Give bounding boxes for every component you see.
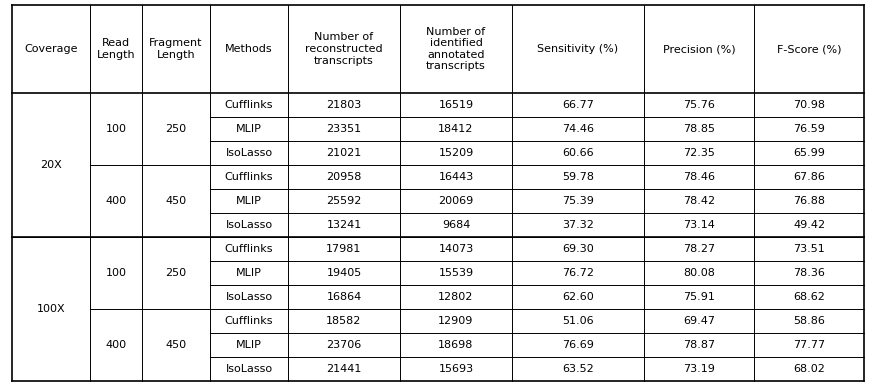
Text: 78.87: 78.87 <box>683 340 715 350</box>
Text: 58.86: 58.86 <box>793 316 825 326</box>
Text: Cufflinks: Cufflinks <box>225 100 273 110</box>
Text: 18698: 18698 <box>438 340 474 350</box>
Text: 100: 100 <box>105 268 126 278</box>
Text: 15539: 15539 <box>438 268 474 278</box>
Text: IsoLasso: IsoLasso <box>225 220 272 230</box>
Text: 78.46: 78.46 <box>683 172 715 182</box>
Text: 15693: 15693 <box>438 364 474 374</box>
Text: Number of
identified
annotated
transcripts: Number of identified annotated transcrip… <box>426 27 486 71</box>
Text: 68.02: 68.02 <box>793 364 825 374</box>
Text: 20958: 20958 <box>327 172 362 182</box>
Text: F-Score (%): F-Score (%) <box>777 44 841 54</box>
Text: 16864: 16864 <box>327 292 362 302</box>
Text: Methods: Methods <box>225 44 272 54</box>
Text: Precision (%): Precision (%) <box>662 44 735 54</box>
Text: Sensitivity (%): Sensitivity (%) <box>538 44 618 54</box>
Text: 74.46: 74.46 <box>562 124 594 134</box>
Text: Fragment
Length: Fragment Length <box>149 38 202 60</box>
Text: 69.30: 69.30 <box>562 244 594 254</box>
Text: 80.08: 80.08 <box>683 268 715 278</box>
Text: 78.42: 78.42 <box>683 196 715 206</box>
Text: 21021: 21021 <box>327 148 362 158</box>
Text: Read
Length: Read Length <box>96 38 135 60</box>
Text: 23351: 23351 <box>327 124 362 134</box>
Text: 67.86: 67.86 <box>793 172 825 182</box>
Text: 75.91: 75.91 <box>683 292 715 302</box>
Text: 49.42: 49.42 <box>793 220 825 230</box>
Text: 76.69: 76.69 <box>562 340 594 350</box>
Text: 51.06: 51.06 <box>562 316 594 326</box>
Text: 16443: 16443 <box>438 172 474 182</box>
Text: 18582: 18582 <box>327 316 362 326</box>
Text: Cufflinks: Cufflinks <box>225 316 273 326</box>
Text: 78.36: 78.36 <box>793 268 825 278</box>
Text: 21441: 21441 <box>327 364 362 374</box>
Text: 76.59: 76.59 <box>793 124 825 134</box>
Text: 25592: 25592 <box>327 196 362 206</box>
Text: IsoLasso: IsoLasso <box>225 292 272 302</box>
Text: 250: 250 <box>166 124 187 134</box>
Text: 78.85: 78.85 <box>683 124 715 134</box>
Text: 63.52: 63.52 <box>562 364 594 374</box>
Text: 78.27: 78.27 <box>683 244 715 254</box>
Text: 450: 450 <box>166 340 187 350</box>
Text: 19405: 19405 <box>327 268 362 278</box>
Text: 250: 250 <box>166 268 187 278</box>
Text: 60.66: 60.66 <box>562 148 594 158</box>
Text: 18412: 18412 <box>438 124 474 134</box>
Text: 20069: 20069 <box>438 196 474 206</box>
Text: 9684: 9684 <box>442 220 470 230</box>
Text: Cufflinks: Cufflinks <box>225 172 273 182</box>
Text: Cufflinks: Cufflinks <box>225 244 273 254</box>
Text: 62.60: 62.60 <box>562 292 594 302</box>
Text: 400: 400 <box>105 196 126 206</box>
Text: 16519: 16519 <box>438 100 474 110</box>
Text: 12909: 12909 <box>438 316 474 326</box>
Text: 75.39: 75.39 <box>562 196 594 206</box>
Text: 65.99: 65.99 <box>793 148 825 158</box>
Text: Number of
reconstructed
transcripts: Number of reconstructed transcripts <box>305 32 383 66</box>
Text: 59.78: 59.78 <box>562 172 594 182</box>
Text: 450: 450 <box>166 196 187 206</box>
Text: 77.77: 77.77 <box>793 340 825 350</box>
Text: 17981: 17981 <box>327 244 362 254</box>
Text: 75.76: 75.76 <box>683 100 715 110</box>
Text: 37.32: 37.32 <box>562 220 594 230</box>
Text: 100X: 100X <box>37 304 66 314</box>
Text: 76.72: 76.72 <box>562 268 594 278</box>
Text: 21803: 21803 <box>327 100 362 110</box>
Text: 69.47: 69.47 <box>683 316 715 326</box>
Text: IsoLasso: IsoLasso <box>225 364 272 374</box>
Text: 12802: 12802 <box>438 292 474 302</box>
Text: 20X: 20X <box>40 160 62 170</box>
Text: 73.51: 73.51 <box>793 244 825 254</box>
Text: 15209: 15209 <box>438 148 474 158</box>
Text: 76.88: 76.88 <box>793 196 825 206</box>
Text: 68.62: 68.62 <box>793 292 825 302</box>
Text: 70.98: 70.98 <box>793 100 825 110</box>
Text: 13241: 13241 <box>327 220 362 230</box>
Text: 66.77: 66.77 <box>562 100 594 110</box>
Text: Coverage: Coverage <box>25 44 78 54</box>
Text: 72.35: 72.35 <box>683 148 715 158</box>
Text: 73.14: 73.14 <box>683 220 715 230</box>
Text: MLIP: MLIP <box>236 196 262 206</box>
Text: MLIP: MLIP <box>236 124 262 134</box>
Text: IsoLasso: IsoLasso <box>225 148 272 158</box>
Text: 400: 400 <box>105 340 126 350</box>
Text: 14073: 14073 <box>438 244 474 254</box>
Text: 23706: 23706 <box>327 340 362 350</box>
Text: MLIP: MLIP <box>236 340 262 350</box>
Text: 100: 100 <box>105 124 126 134</box>
Text: 73.19: 73.19 <box>683 364 715 374</box>
Text: MLIP: MLIP <box>236 268 262 278</box>
